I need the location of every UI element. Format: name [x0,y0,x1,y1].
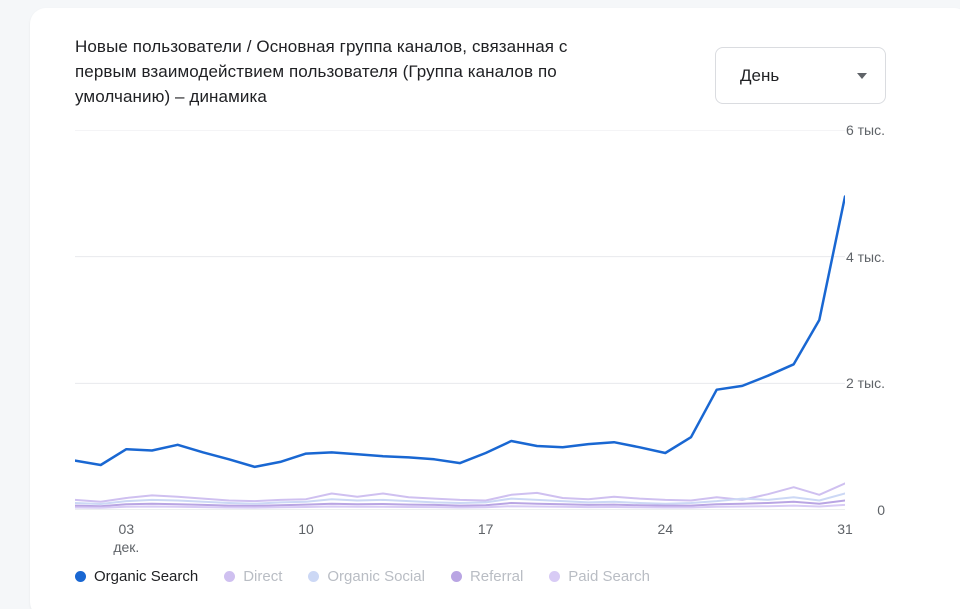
legend-item-paid-search[interactable]: Paid Search [549,568,650,585]
x-axis-label-day: 31 [837,521,853,537]
legend-label: Referral [469,568,524,585]
chart-title: Новые пользователи / Основная группа кан… [75,34,568,109]
legend-item-direct[interactable]: Direct [224,568,282,585]
legend-label: Organic Search [94,568,199,585]
x-axis-label-day: 03 [118,521,135,537]
legend-dot-direct [224,571,236,582]
series-line-direct [74,482,846,503]
legend-item-organic-search[interactable]: Organic Search [75,568,198,585]
legend-dot-referral [450,571,462,582]
x-axis-label: 10 [266,520,346,538]
chart-plot-area[interactable] [73,129,847,511]
chevron-down-icon [857,72,867,79]
x-axis-label: 03 дек. [86,520,166,556]
series-line-referral [74,499,846,508]
x-axis-label-day: 24 [657,521,674,537]
chart-legend: Organic Search Direct Organic Social Referr… [75,568,650,585]
x-axis-label-day: 17 [477,521,494,537]
chart-title-line: умолчанию) – динамика [75,87,267,106]
legend-dot-organic-social [308,571,320,582]
granularity-value: День [740,65,780,85]
analytics-card: Новые пользователи / Основная группа кан… [30,8,960,609]
series-line-paid-search [74,503,846,509]
legend-label: Organic Social [327,568,425,585]
series-line-organic-search [73,195,847,469]
legend-label: Direct [243,568,283,585]
x-axis-label: 17 [446,520,526,538]
legend-label: Paid Search [568,568,651,585]
legend-item-organic-social[interactable]: Organic Social [308,568,425,585]
x-axis-label-month: дек. [113,539,140,555]
x-axis-label: 24 [625,520,705,538]
legend-item-referral[interactable]: Referral [450,568,524,585]
legend-dot-organic-search [75,571,86,582]
chart-title-line: первым взаимодействием пользователя (Гру… [75,62,557,81]
legend-dot-paid-search [549,571,561,582]
series-line-organic-social [74,492,846,505]
x-axis-label: 31 [805,520,885,538]
line-chart [73,129,847,511]
granularity-dropdown[interactable]: День [715,47,886,104]
chart-title-line: Новые пользователи / Основная группа кан… [75,37,568,56]
x-axis-label-day: 10 [298,521,314,537]
